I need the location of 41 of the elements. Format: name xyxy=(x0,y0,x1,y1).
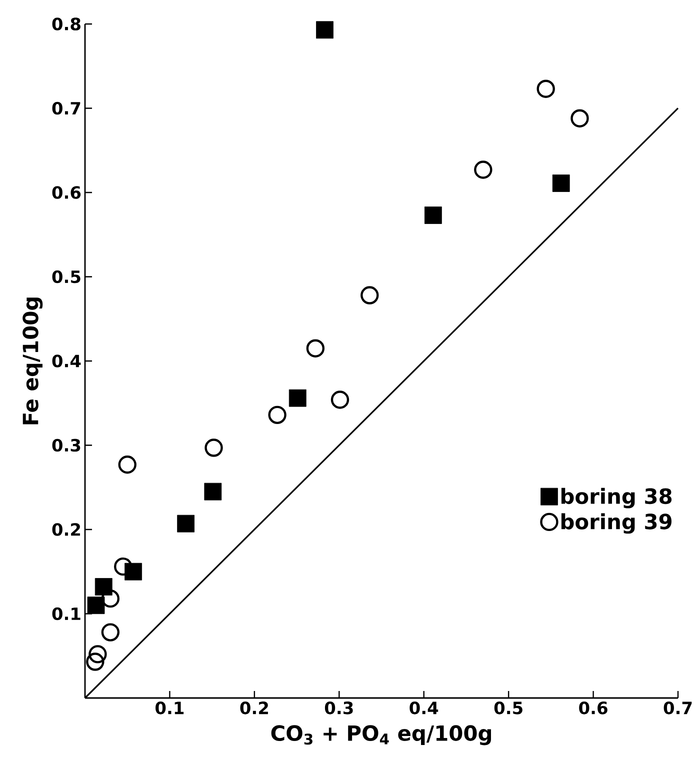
point xyxy=(474,160,492,179)
x-tick-label: 0.6 xyxy=(579,702,608,714)
point xyxy=(114,557,132,576)
point xyxy=(570,109,589,128)
point xyxy=(88,645,107,664)
y-tick-label: 0.7 xyxy=(52,102,80,115)
point xyxy=(177,514,195,532)
x-tick-label: 0.3 xyxy=(324,702,353,714)
point xyxy=(330,390,350,409)
y-tick-label: 0.2 xyxy=(52,523,80,536)
x-axis-title: CO$_{3}$ + PO$_{4}$ eq/100g xyxy=(271,725,491,746)
point xyxy=(360,286,379,304)
x-tick-label: 0.5 xyxy=(494,702,522,714)
point xyxy=(552,174,570,192)
y-tick-label: 0.3 xyxy=(52,438,80,452)
point xyxy=(118,456,136,474)
point xyxy=(204,438,223,457)
point xyxy=(536,80,555,98)
x-tick-label: 0.2 xyxy=(240,702,268,714)
point xyxy=(288,389,306,407)
point xyxy=(87,596,105,614)
point xyxy=(101,589,120,608)
point xyxy=(316,21,334,39)
y-axis-title: Fe eq/100g xyxy=(22,298,43,424)
x-tick-label: 0.4 xyxy=(410,702,438,714)
point xyxy=(94,578,112,596)
x-tick-label: 0.1 xyxy=(156,702,184,714)
y-tick-label: 0.6 xyxy=(52,186,81,199)
y-tick-label: 0.1 xyxy=(52,607,80,620)
y-tick-label: 0.5 xyxy=(52,270,80,284)
point xyxy=(424,206,442,224)
point xyxy=(86,652,104,671)
point xyxy=(306,339,325,358)
legend-label: boring 39 xyxy=(561,513,672,534)
point xyxy=(268,406,286,424)
y-tick-label: 0.8 xyxy=(52,18,80,30)
y-tick-label: 0.4 xyxy=(52,354,81,368)
point xyxy=(101,623,120,642)
x-tick-label: 0.7 xyxy=(664,702,692,714)
legend-label: boring 38 xyxy=(561,488,672,508)
point xyxy=(204,482,222,500)
